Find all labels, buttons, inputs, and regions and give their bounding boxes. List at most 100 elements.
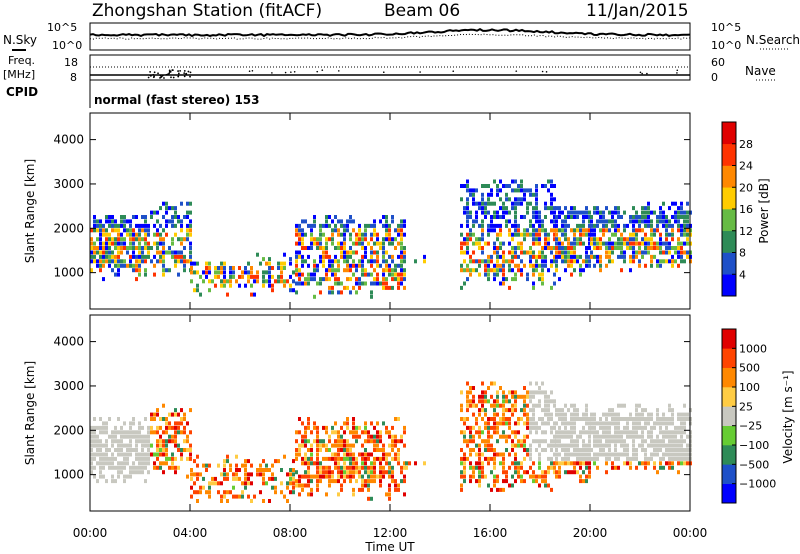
heat-cell: [466, 403, 469, 408]
heat-cell: [331, 290, 334, 295]
heat-cell: [493, 430, 496, 435]
heat-cell: [472, 192, 475, 197]
nave-dot: [169, 70, 171, 73]
heat-cell: [564, 421, 567, 426]
heat-cell: [484, 474, 487, 479]
heat-cell: [623, 461, 626, 466]
heat-cell: [352, 452, 355, 457]
heat-cell: [99, 425, 102, 430]
heat-cell: [388, 443, 391, 448]
heat-cell: [644, 210, 647, 215]
heat-cell: [307, 272, 310, 277]
heat-cell: [280, 261, 283, 266]
heat-cell: [382, 237, 385, 242]
heat-cell: [517, 417, 520, 421]
heat-cell: [319, 232, 322, 237]
heat-cell: [102, 232, 105, 237]
heat-cell: [370, 421, 373, 426]
heat-cell: [304, 483, 307, 488]
heat-cell: [608, 228, 611, 233]
heat-cell: [355, 281, 358, 286]
heat-cell: [400, 219, 403, 224]
heat-cell: [141, 443, 144, 448]
heat-cell: [364, 421, 367, 426]
heat-cell: [623, 237, 626, 242]
heat-cell: [373, 461, 376, 466]
heat-cell: [268, 257, 271, 262]
heat-cell: [397, 487, 400, 492]
heat-cell: [665, 228, 668, 233]
heat-cell: [370, 250, 373, 255]
heat-cell: [570, 228, 573, 233]
heat-cell: [373, 448, 376, 452]
heat-cell: [641, 425, 644, 430]
heat-cell: [668, 246, 671, 250]
heat-cell: [517, 223, 520, 228]
heat-cell: [514, 250, 517, 255]
heat-cell: [165, 425, 168, 430]
heat-cell: [570, 430, 573, 435]
heat-cell: [529, 254, 532, 259]
heat-cell: [579, 474, 582, 479]
heat-cell: [150, 246, 153, 250]
heat-cell: [677, 246, 680, 250]
heat-cell: [349, 219, 352, 224]
heat-cell: [120, 219, 123, 224]
heat-cell: [674, 430, 677, 435]
heat-cell: [90, 456, 93, 461]
heat-cell: [132, 417, 135, 421]
heat-cell: [611, 246, 614, 250]
heat-cell: [117, 237, 120, 242]
heat-cell: [481, 184, 484, 188]
heat-cell: [376, 443, 379, 448]
heat-cell: [126, 263, 129, 268]
colorbar-segment: [722, 367, 736, 388]
heat-cell: [585, 408, 588, 413]
heat-cell: [183, 263, 186, 268]
heat-cell: [535, 254, 538, 259]
heat-cell: [460, 268, 463, 273]
heat-cell: [505, 259, 508, 264]
heat-cell: [490, 425, 493, 430]
heat-cell: [632, 223, 635, 228]
heat-cell: [561, 232, 564, 237]
heat-cell: [153, 210, 156, 215]
heat-cell: [361, 232, 364, 237]
heat-cell: [550, 443, 553, 448]
heat-cell: [316, 474, 319, 479]
heat-cell: [541, 259, 544, 264]
heat-cell: [469, 452, 472, 457]
heat-cell: [295, 439, 298, 444]
heat-cell: [593, 443, 596, 448]
heat-cell: [388, 228, 391, 233]
heat-cell: [385, 277, 388, 282]
heat-cell: [520, 479, 523, 484]
heat-cell: [532, 470, 535, 475]
heat-cell: [289, 283, 292, 288]
heat-cell: [487, 259, 490, 264]
heat-cell: [153, 452, 156, 457]
heat-cell: [599, 228, 602, 233]
heat-cell: [316, 487, 319, 492]
heat-cell: [593, 246, 596, 250]
heat-cell: [220, 481, 223, 486]
heat-cell: [247, 270, 250, 275]
heat-cell: [319, 465, 322, 470]
heat-cell: [608, 434, 611, 439]
heat-cell: [561, 408, 564, 413]
heat-cell: [385, 250, 388, 255]
heat-cell: [156, 250, 159, 255]
heat-cell: [481, 403, 484, 408]
heat-cell: [385, 430, 388, 435]
heat-cell: [388, 241, 391, 246]
heat-cell: [129, 465, 132, 470]
heat-cell: [469, 192, 472, 197]
heat-cell: [358, 470, 361, 475]
heat-cell: [484, 210, 487, 215]
heat-cell: [484, 268, 487, 273]
heat-cell: [472, 241, 475, 246]
heat-cell: [665, 452, 668, 457]
heat-cell: [517, 232, 520, 237]
heat-cell: [659, 237, 662, 242]
heat-cell: [138, 272, 141, 277]
